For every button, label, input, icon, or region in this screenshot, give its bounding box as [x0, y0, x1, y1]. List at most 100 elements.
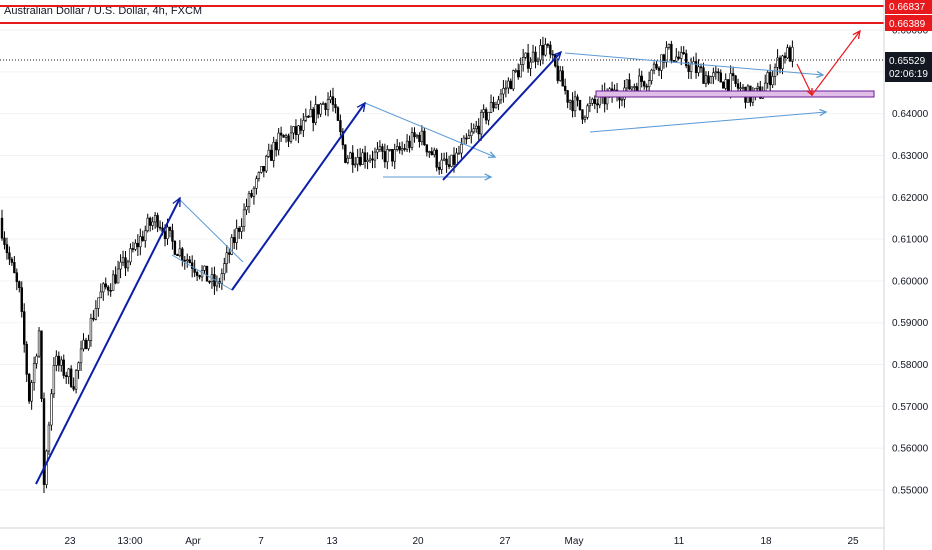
candle	[581, 109, 584, 125]
candle	[171, 223, 174, 250]
level-price-label: 0.66837	[889, 2, 926, 13]
channel-line	[179, 199, 244, 263]
candle	[255, 175, 258, 195]
candle	[173, 240, 177, 256]
candle	[294, 119, 298, 141]
impulse-leg-line	[35, 197, 181, 485]
candle	[339, 114, 342, 136]
candle	[146, 213, 149, 233]
candle	[223, 257, 226, 281]
impulse-leg-line	[231, 102, 366, 291]
candle	[563, 78, 567, 95]
impulse-arrowhead	[552, 50, 563, 61]
candle	[361, 148, 364, 165]
candle	[324, 102, 327, 116]
candle	[596, 98, 599, 114]
candle	[153, 212, 157, 229]
candle	[341, 128, 345, 150]
candle	[460, 137, 463, 159]
candle	[232, 229, 236, 250]
candle	[378, 140, 382, 153]
impulse-leg-line	[442, 51, 562, 181]
candle	[40, 330, 43, 403]
candle	[358, 148, 362, 167]
candle	[272, 136, 275, 168]
chart-drawings	[0, 5, 884, 485]
candle	[371, 150, 374, 169]
candle	[675, 48, 678, 63]
candle	[415, 133, 419, 139]
time-tick-label: 13:00	[117, 536, 142, 547]
candle	[331, 87, 335, 112]
candle	[8, 246, 11, 266]
candle	[514, 68, 517, 74]
candle	[265, 154, 268, 173]
candle	[588, 96, 592, 113]
candle	[87, 334, 90, 351]
candle	[136, 234, 140, 256]
candle	[69, 365, 73, 389]
candle	[773, 63, 777, 86]
candle	[65, 371, 68, 384]
candle	[124, 251, 127, 276]
candle	[783, 52, 787, 64]
price-tick-label: 0.56000	[892, 444, 929, 455]
impulse-arrowhead	[356, 101, 366, 112]
candle	[376, 141, 379, 160]
candle	[198, 274, 201, 280]
candle	[383, 143, 387, 168]
candle	[484, 107, 488, 125]
candle	[373, 147, 377, 169]
candle	[556, 58, 559, 84]
candle	[349, 151, 352, 159]
candle	[134, 239, 137, 252]
candle	[689, 57, 693, 80]
candle	[462, 135, 466, 145]
candle	[262, 166, 266, 178]
candle	[652, 61, 656, 75]
candle	[667, 43, 671, 50]
candle	[702, 62, 705, 84]
candle	[3, 231, 6, 250]
candle	[297, 124, 300, 144]
candle	[23, 303, 26, 353]
candle	[89, 313, 93, 347]
channel-arrowhead	[816, 70, 825, 79]
level-price-tag	[885, 15, 932, 31]
price-tick-label: 0.59000	[892, 318, 929, 329]
candle	[156, 212, 159, 233]
candle	[512, 69, 515, 92]
candle	[682, 46, 685, 55]
candle	[479, 109, 483, 141]
candle	[684, 49, 688, 69]
candle	[274, 139, 278, 157]
candle	[225, 244, 228, 273]
candle	[67, 367, 70, 385]
candle	[213, 266, 216, 295]
candle	[507, 77, 510, 94]
candle	[99, 283, 103, 299]
candle	[781, 54, 784, 75]
candle	[717, 68, 720, 82]
candle	[408, 135, 411, 153]
candle	[250, 189, 253, 199]
candle	[571, 92, 574, 118]
candle	[665, 41, 668, 68]
candle	[519, 57, 522, 78]
candle	[470, 122, 473, 144]
candle	[176, 253, 179, 256]
candle	[393, 143, 396, 170]
candle	[195, 270, 199, 282]
level-price-tag	[885, 0, 932, 14]
candle	[561, 66, 564, 87]
candle	[687, 61, 690, 79]
candle	[586, 103, 589, 120]
candle	[526, 44, 530, 73]
candle	[450, 154, 453, 168]
candle	[228, 248, 231, 264]
candle	[544, 37, 547, 57]
candle	[126, 259, 130, 272]
candle	[546, 43, 550, 49]
